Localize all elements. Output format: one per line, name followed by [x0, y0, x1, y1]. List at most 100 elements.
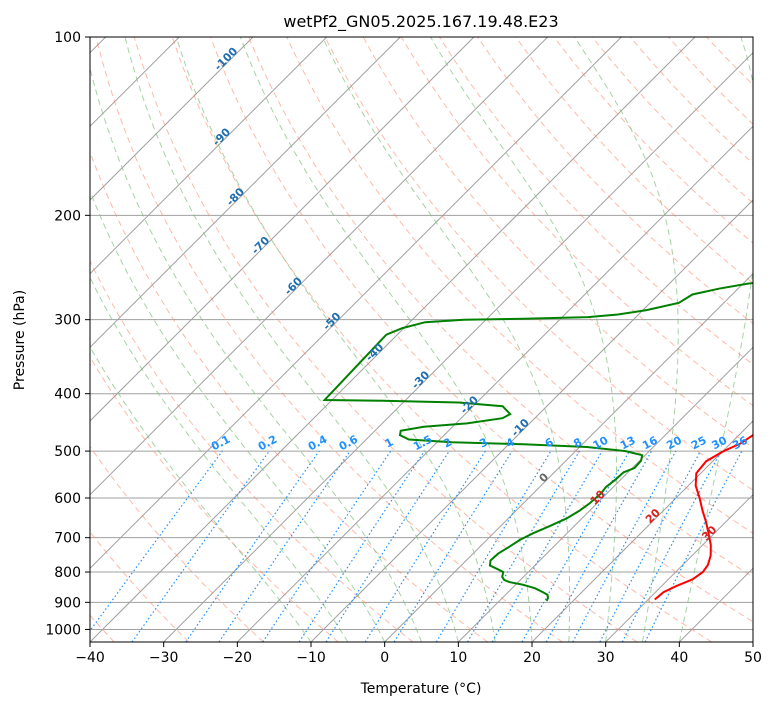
mixing-ratio-label: 20 [664, 433, 684, 452]
moist-adiabat-line [175, 37, 496, 642]
x-tick-label: −20 [223, 650, 253, 666]
moist-adiabat-line [124, 37, 459, 642]
mixing-ratio-label: 0.6 [337, 433, 361, 454]
moist-adiabat-line [574, 37, 679, 642]
isotherm-line [752, 641, 753, 642]
mixing-ratio-line [521, 450, 631, 642]
mixing-ratio-line [262, 450, 392, 642]
mixing-ratio-line [572, 450, 677, 642]
mixing-ratio-label: 0.1 [209, 433, 232, 454]
isotherm-label: -90 [210, 125, 233, 148]
profile-lines [322, 281, 753, 602]
dewpoint-profile-line [322, 281, 753, 602]
dry-adiabat-line [90, 356, 339, 642]
y-tick-label: 300 [54, 313, 81, 329]
dry-adiabat-line [668, 37, 753, 125]
mixing-ratio-line [325, 450, 450, 642]
isotherm-label: -60 [282, 274, 305, 297]
y-tick-label: 1000 [45, 622, 81, 638]
y-tick-label: 400 [54, 387, 81, 403]
isotherm-line [90, 37, 328, 275]
dry-adiabat-line [553, 37, 753, 244]
mixing-ratio-label: 36 [730, 434, 750, 453]
y-tick-label: 800 [54, 565, 81, 581]
dry-adiabat-line [90, 531, 190, 642]
mixing-ratio-line [298, 450, 425, 642]
mixing-ratio-label: 16 [640, 434, 660, 453]
x-tick-label: −30 [149, 650, 179, 666]
mixing-ratio-label: 8 [571, 435, 584, 450]
mixing-ratio-line [393, 450, 513, 642]
isotherm-label: -70 [249, 234, 272, 257]
mixing-ratio-label: 13 [618, 434, 638, 453]
moist-adiabat-line [678, 37, 753, 642]
isotherm-label: -30 [409, 368, 432, 391]
y-tick-label: 200 [54, 208, 81, 224]
isotherm-line [90, 37, 622, 570]
isotherm-line [531, 420, 753, 642]
y-axis-ticks: 100 200 300 400 500 600 700 800 900 1000 [45, 30, 90, 638]
mixing-ratio-line [218, 450, 351, 642]
isotherm-label: -50 [320, 310, 343, 333]
mixing-ratio-label: 10 [591, 433, 611, 452]
mixing-ratio-label: 25 [689, 434, 709, 453]
plot-frame [89, 36, 754, 643]
isotherm-line [90, 37, 696, 642]
x-tick-label: 40 [670, 650, 688, 666]
x-axis-ticks: −40 −30 −20 −10 0 10 20 30 40 50 [75, 642, 762, 666]
isotherm-line [90, 37, 401, 349]
moist-adiabat-line [239, 37, 533, 642]
background-lines [90, 37, 753, 642]
y-tick-label: 500 [54, 444, 81, 460]
x-axis-label: Temperature (°C) [360, 681, 482, 697]
isotherm-label: -40 [363, 341, 386, 364]
dry-adiabat-line [591, 37, 753, 204]
mixing-ratio-line [364, 450, 486, 642]
x-tick-label: −10 [296, 650, 326, 666]
dry-adiabat-line [171, 37, 712, 642]
y-tick-label: 600 [54, 491, 81, 507]
temperature-profile-line [654, 433, 753, 601]
isotherm-label: -20 [458, 393, 481, 416]
moist-adiabat-line [430, 37, 617, 642]
isotherm-label: -80 [224, 185, 247, 208]
dry-adiabat-line [90, 445, 264, 642]
isotherm-line [384, 272, 753, 642]
mixing-ratio-label: 30 [710, 434, 730, 453]
mixing-ratio-line [644, 450, 743, 642]
isotherm-line [163, 51, 753, 642]
y-tick-label: 900 [54, 595, 81, 611]
isotherm-line [457, 346, 753, 642]
dry-adiabat-line [90, 259, 414, 642]
x-tick-label: 20 [523, 650, 541, 666]
mixing-ratio-line [545, 450, 653, 642]
moist-adiabat-line [90, 189, 386, 642]
dry-adiabat-line [286, 37, 753, 534]
y-axis-label: Pressure (hPa) [12, 290, 28, 390]
dry-adiabat-line [133, 37, 638, 642]
dry-adiabat-line [248, 37, 753, 578]
mixing-ratio-label: 0.2 [256, 433, 279, 454]
mixing-ratio-line [466, 450, 580, 642]
dry-adiabat-line [210, 37, 753, 623]
dry-adiabat-line [95, 37, 563, 642]
y-tick-label: 700 [54, 531, 81, 547]
moist-adiabat-line [322, 37, 571, 642]
isotherm-line [236, 125, 753, 642]
x-tick-label: 0 [380, 650, 389, 666]
isotherm-label: -100 [212, 44, 241, 73]
dry-adiabat-line [324, 37, 753, 491]
dry-adiabat-line [515, 37, 753, 284]
mixing-ratio-label: 0.4 [306, 433, 330, 454]
mixing-ratio-label: 1 [383, 435, 396, 450]
isotherm-line [90, 37, 549, 496]
isotherm-label: -10 [509, 416, 532, 439]
x-tick-label: 30 [597, 650, 615, 666]
isotherm-line [90, 37, 254, 201]
mixing-ratio-line [435, 450, 552, 642]
mixing-ratio-line [185, 450, 320, 642]
moist-adiabat-line [90, 65, 422, 642]
isotherm-label: 20 [643, 506, 663, 526]
isotherm-label: 10 [588, 487, 608, 507]
